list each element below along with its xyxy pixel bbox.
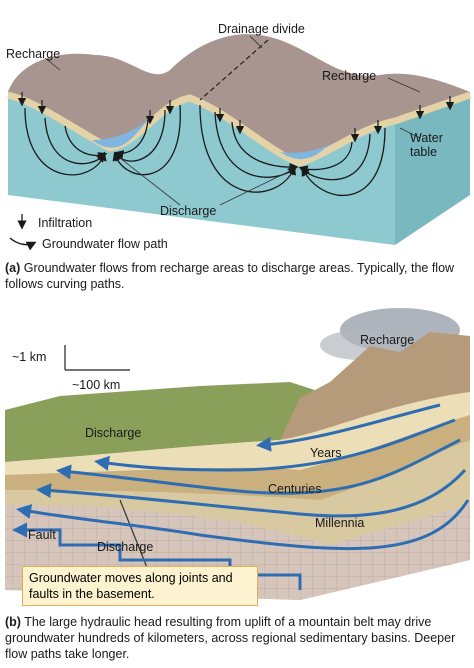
panel-b-block	[5, 308, 470, 601]
legend-label: Infiltration	[38, 216, 93, 230]
callout: Groundwater moves along joints and fault…	[22, 566, 258, 606]
caption-label: (a)	[5, 261, 21, 275]
scale-bar	[64, 345, 130, 371]
label: Water table	[410, 131, 443, 159]
caption-label: (b)	[5, 615, 21, 629]
panel-a-block	[7, 34, 472, 245]
caption: (a) Groundwater flows from recharge area…	[5, 260, 467, 292]
flow-arrows	[11, 403, 470, 590]
label: Recharge	[360, 333, 415, 347]
scale-label: ~100 km	[72, 378, 121, 392]
label: Discharge	[85, 426, 142, 440]
legend-label: Groundwater flow path	[42, 237, 168, 251]
leader-lines	[44, 35, 421, 206]
caption: (b) The large hydraulic head resulting f…	[5, 614, 467, 662]
label: Millennia	[315, 516, 365, 530]
label: Recharge	[322, 69, 377, 83]
legend-icons	[9, 214, 37, 251]
label: Discharge	[97, 540, 154, 554]
label: Drainage divide	[218, 22, 305, 36]
label: Years	[310, 446, 342, 460]
label: Centuries	[268, 482, 322, 496]
scale-label: ~1 km	[12, 350, 47, 364]
caption-text: Groundwater flows from recharge areas to…	[5, 261, 455, 291]
label: Discharge	[160, 204, 217, 218]
caption-text: The large hydraulic head resulting from …	[5, 615, 456, 661]
label: Recharge	[6, 47, 61, 61]
infiltration-arrows	[17, 92, 455, 143]
label: Fault	[28, 528, 56, 542]
